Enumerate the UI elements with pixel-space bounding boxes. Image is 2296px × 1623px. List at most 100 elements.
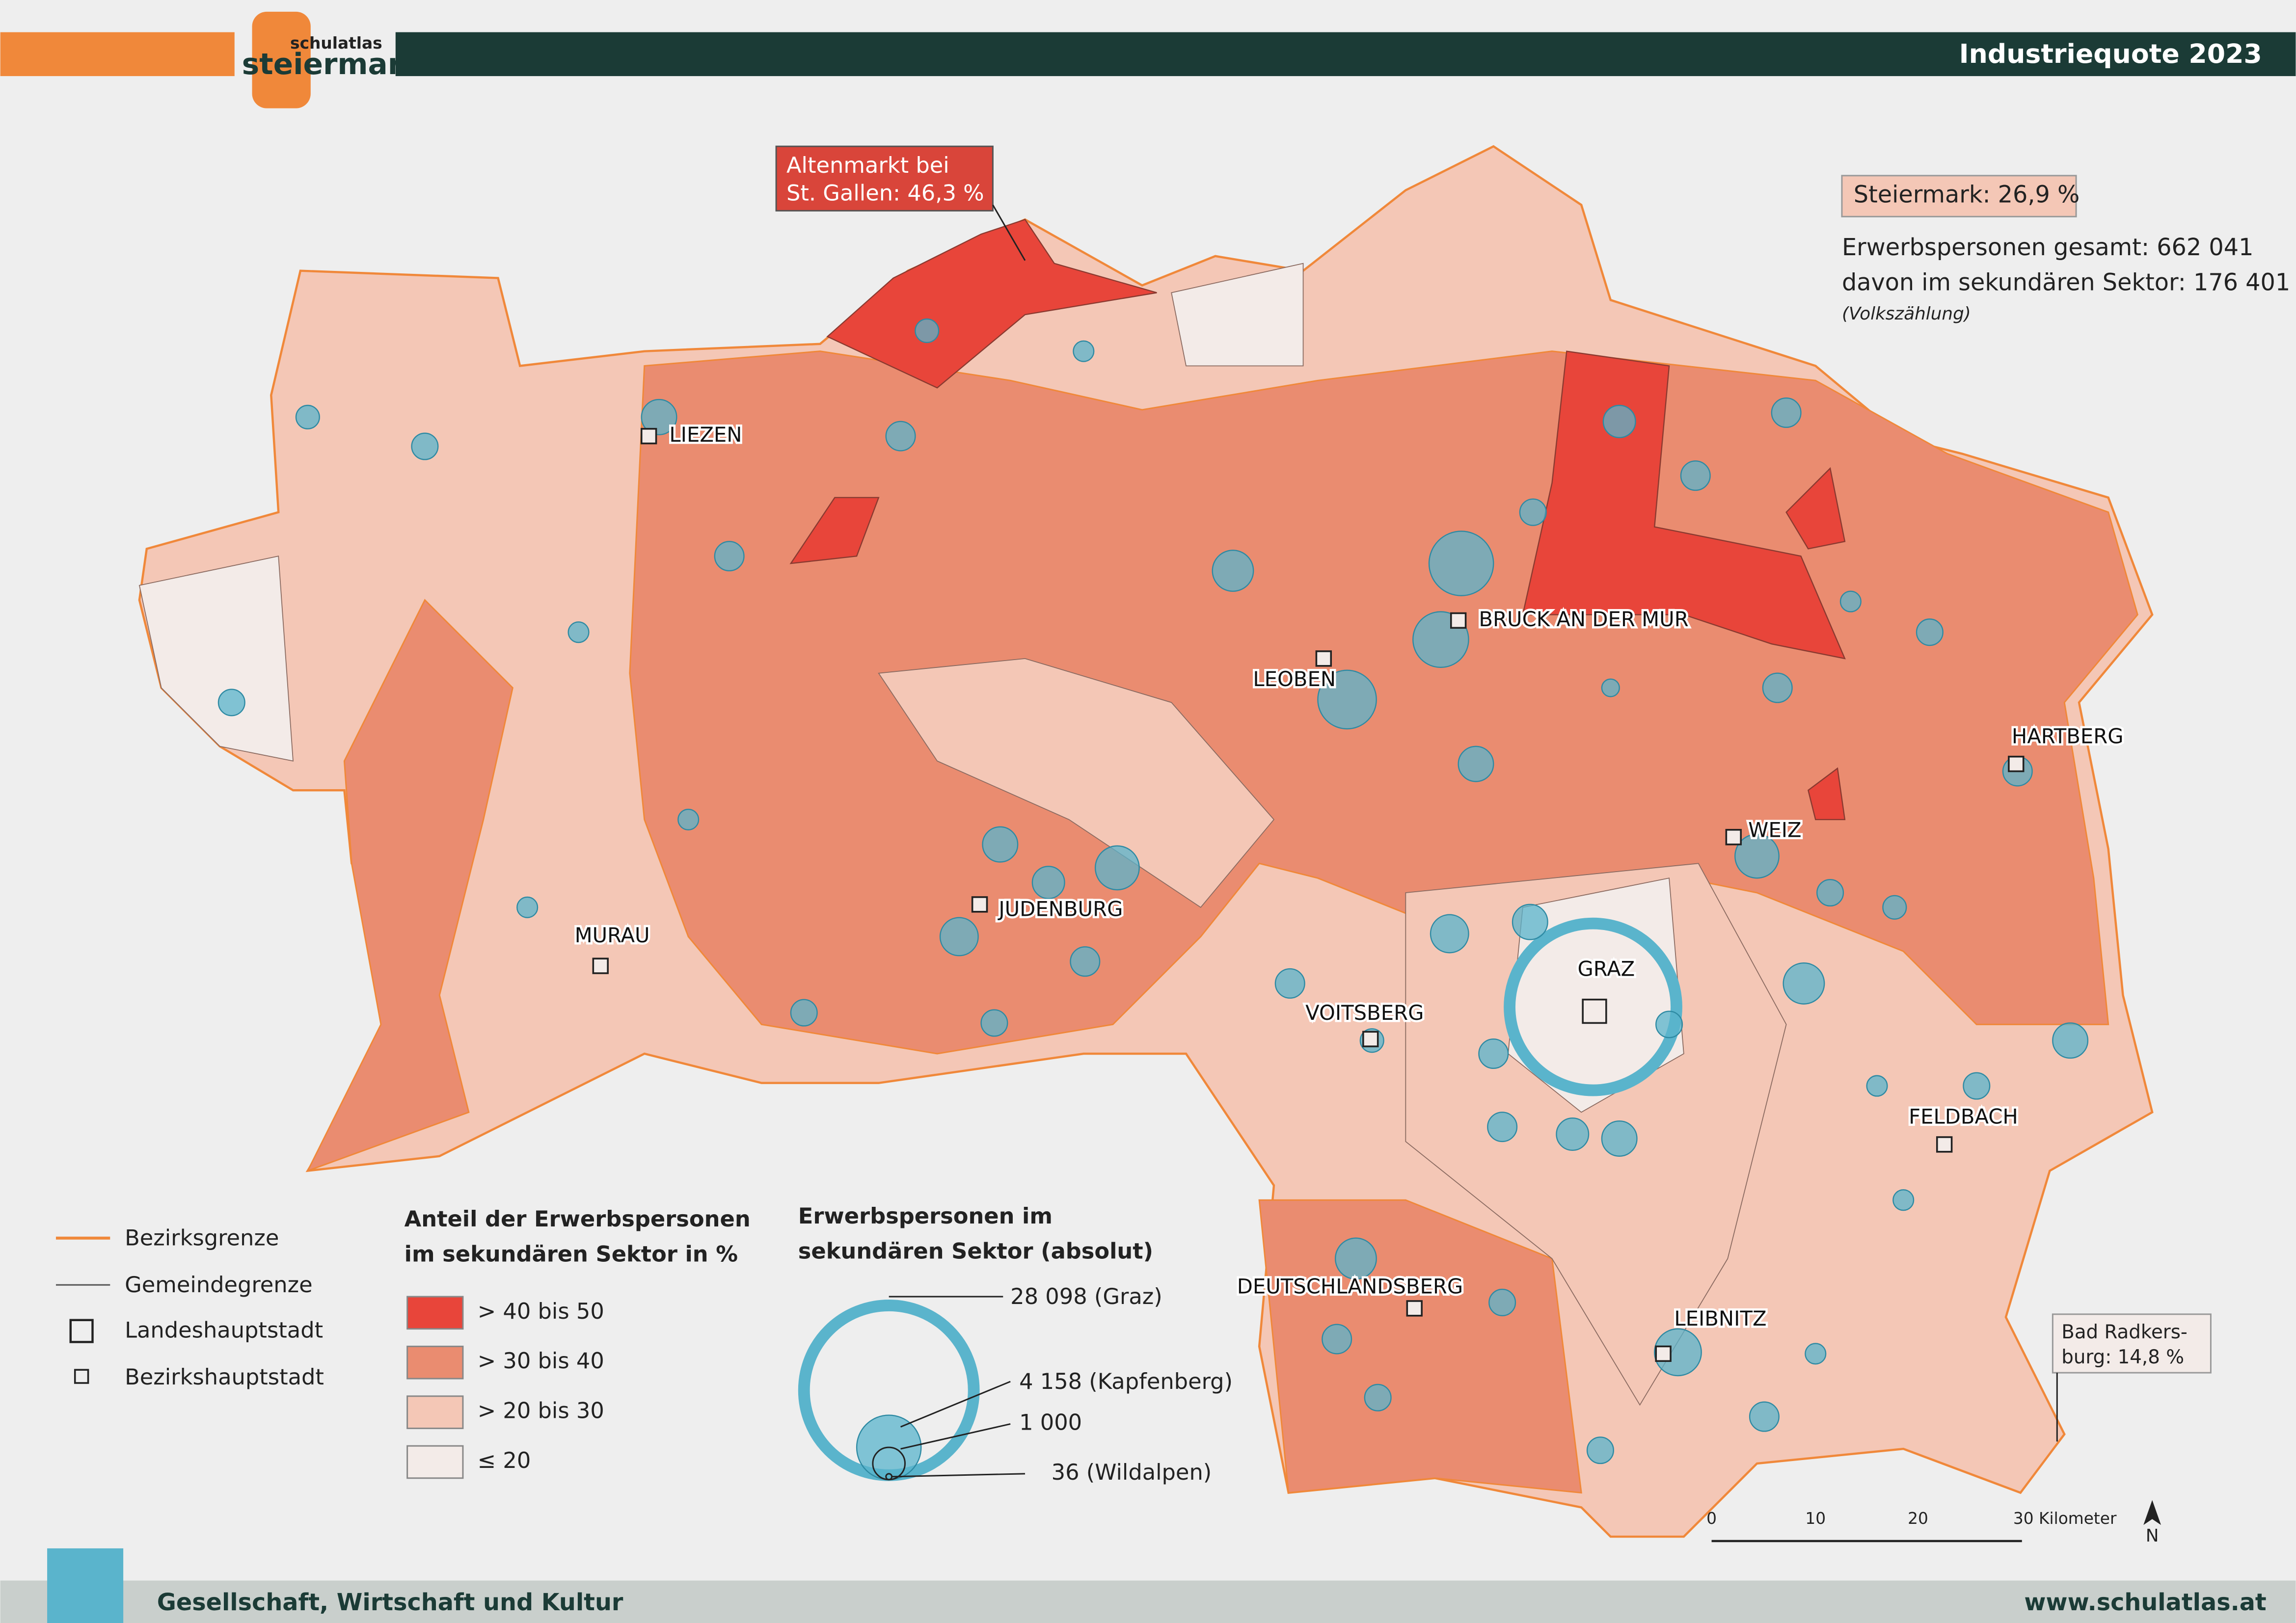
region-40-50 [789,497,880,564]
population-bubble [1655,1011,1683,1038]
population-bubble [1488,1288,1516,1316]
capital-marker [1936,1136,1953,1153]
legend-swatch [406,1296,464,1330]
graz-bubble [1504,917,1682,1096]
capital-marker [592,958,609,974]
population-bubble [1783,962,1825,1005]
capital-marker [1362,1031,1379,1047]
north-arrow [2143,1500,2161,1525]
place-label: LIEZEN [669,423,742,447]
population-bubble [516,896,539,918]
population-bubble [1654,1328,1702,1377]
footer-right: www.schulatlas.at [2024,1589,2266,1616]
population-bubble [1073,340,1095,362]
legend-label: Bezirksgrenze [125,1225,279,1251]
footer-bar [0,1580,2296,1623]
population-bubble [1430,914,1469,954]
legend-label: 28 098 (Graz) [1010,1283,1162,1309]
scale-label: 0 [1706,1509,1717,1528]
population-bubble [1094,845,1140,891]
population-bubble [1428,531,1494,596]
logo-mark [252,11,311,108]
population-bubble [790,999,818,1027]
place-label: BRUCK AN DER MUR [1479,607,1688,631]
population-bubble [1734,833,1780,879]
legend-label: 4 158 (Kapfenberg) [1019,1368,1233,1394]
north-label: N [2146,1526,2159,1546]
population-bubble [1601,1120,1638,1157]
legend-label: 36 (Wildalpen) [1052,1459,1212,1485]
legend-swatch [406,1345,464,1380]
capital-marker [1406,1300,1423,1317]
population-bubble [982,826,1019,863]
place-label: MURAU [575,923,650,947]
capital-marker [640,427,657,445]
population-bubble [1680,460,1711,491]
population-bubble [1916,618,1944,646]
footer-left: Gesellschaft, Wirtschaft und Kultur [157,1589,623,1616]
population-bubble [1519,498,1547,526]
region-le-20 [138,556,294,762]
region-40-50 [1808,767,1846,821]
region-le-20 [1171,263,1304,367]
logo-main: steiermark [242,48,422,81]
place-label: FELDBACH [1909,1105,2018,1129]
place-label: HARTBERG [2012,724,2124,748]
population-bubble [1364,1384,1392,1411]
population-bubble [1586,1437,1614,1464]
region-40-50 [826,218,1157,389]
place-label: DEUTSCHLANDSBERG [1237,1275,1463,1299]
capital-marker [971,896,988,913]
legend-swatch [406,1395,464,1429]
scale-label: 30 Kilometer [2013,1509,2117,1528]
legend-label: ≤ 20 [478,1447,531,1473]
summary-line: Erwerbspersonen gesamt: 662 041 [1842,234,2254,261]
region-30-40 [1258,1199,1582,1494]
callout-text: St. Gallen: 46,3 % [786,180,984,206]
footer-icon [47,1548,124,1623]
scale-label: 20 [1908,1509,1928,1528]
region-30-40 [306,599,513,1172]
legend-title: im sekundären Sektor in % [405,1241,738,1267]
population-bubble [885,421,916,452]
population-bubble [641,399,677,435]
population-bubble [1963,1072,1991,1100]
summary-box [1841,175,2077,217]
legend-title: Erwerbspersonen im [798,1203,1053,1229]
population-bubble [1334,1237,1377,1280]
place-label: GRAZ [1577,957,1635,981]
population-bubble [1031,866,1065,900]
legend-leader [891,1473,1026,1478]
callout-text: Bad Radkers- [2061,1321,2188,1343]
place-label: LEOBEN [1253,667,1336,691]
region-20-30 [878,658,1275,908]
callout-box [2052,1313,2212,1374]
capital-marker [1582,998,1607,1024]
population-bubble [677,808,700,830]
legend-title: Anteil der Erwerbspersonen [405,1206,751,1232]
place-label: VOITSBERG [1305,1001,1424,1025]
place-label: LEIBNITZ [1674,1306,1766,1330]
legend-swatch [406,1445,464,1479]
logo-top: schulatlas [290,34,382,53]
callout-text: Altenmarkt bei [786,152,949,178]
legend-label: Gemeindegrenze [125,1272,313,1298]
population-bubble [1274,968,1305,999]
population-bubble [1892,1189,1915,1211]
capital-marker [1725,828,1742,846]
population-bubble [1212,550,1254,592]
population-bubble [1602,404,1636,438]
population-bubble [1749,1401,1780,1432]
summary-total: Steiermark: 26,9 % [1854,182,2080,209]
population-bubble [915,318,940,343]
callout-box [775,145,994,212]
population-bubble [1070,946,1101,977]
place-label: WEIZ [1748,818,1802,842]
population-bubble [1458,745,1494,782]
legend-label: > 30 bis 40 [478,1348,604,1374]
population-bubble [1317,669,1377,730]
population-bubble [2052,1022,2089,1059]
legend-symbol [69,1319,94,1343]
population-bubble [1322,1324,1352,1355]
